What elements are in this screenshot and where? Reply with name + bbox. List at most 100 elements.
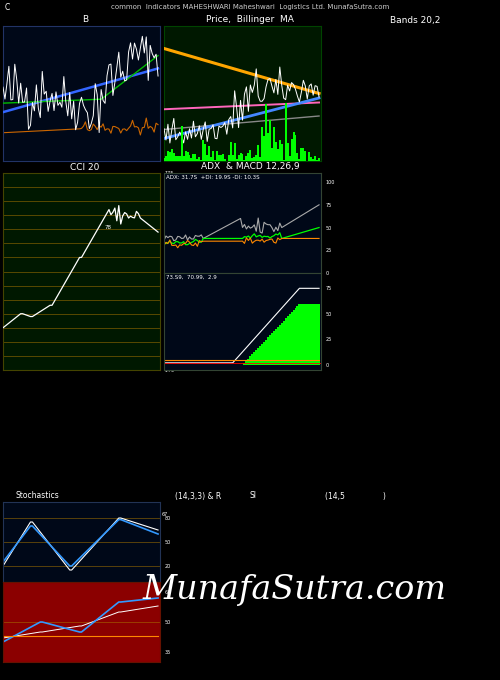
Bar	[250, 150, 252, 161]
Bar	[296, 306, 298, 365]
Bar	[271, 148, 273, 161]
Bar	[254, 156, 256, 161]
Bar	[265, 339, 267, 365]
Bar	[256, 155, 257, 161]
Bar	[281, 322, 282, 365]
Bar	[257, 145, 259, 161]
Bar	[165, 156, 167, 161]
Bar	[281, 144, 282, 161]
Bar	[246, 156, 248, 161]
Bar	[314, 304, 316, 365]
Bar	[163, 158, 165, 161]
Bar	[277, 327, 279, 365]
Bar	[228, 155, 230, 161]
Bar	[256, 350, 257, 365]
Bar	[178, 156, 180, 161]
Bar	[312, 304, 314, 365]
Bar	[202, 140, 204, 161]
Bar	[252, 354, 254, 365]
Bar	[232, 155, 234, 161]
Bar	[316, 304, 318, 365]
Bar	[190, 158, 192, 161]
Bar	[279, 325, 281, 365]
Text: 67: 67	[162, 511, 168, 517]
Bar	[220, 155, 222, 161]
Bar	[186, 152, 188, 161]
Bar	[208, 146, 210, 161]
Bar	[275, 142, 277, 161]
Text: (14,3,3) & R: (14,3,3) & R	[175, 492, 221, 500]
Bar	[312, 159, 314, 161]
Bar	[300, 304, 302, 365]
Bar	[298, 158, 300, 161]
Bar	[318, 304, 320, 365]
Bar	[244, 160, 246, 161]
Bar	[261, 344, 263, 365]
Bar	[222, 154, 224, 161]
Bar	[244, 363, 246, 365]
Bar	[252, 158, 254, 161]
Bar	[310, 157, 312, 161]
Bar	[212, 151, 214, 161]
Text: B: B	[82, 16, 88, 24]
Bar	[273, 331, 275, 365]
Bar	[250, 356, 252, 365]
Bar	[308, 152, 310, 161]
Bar	[298, 304, 300, 365]
Bar	[263, 341, 265, 365]
Bar	[294, 308, 296, 365]
Bar	[286, 143, 288, 161]
Bar	[196, 159, 198, 161]
Text: CCI 20: CCI 20	[70, 163, 100, 171]
Bar	[290, 312, 292, 365]
Bar	[263, 136, 265, 161]
Bar	[188, 155, 190, 161]
Bar	[246, 360, 248, 365]
Bar	[302, 304, 304, 365]
Bar	[257, 348, 259, 365]
Bar	[290, 139, 292, 161]
Text: common  Indicators MAHESHWARI Maheshwari  Logistics Ltd. MunafaSutra.com: common Indicators MAHESHWARI Maheshwari …	[111, 4, 389, 10]
Bar	[194, 154, 196, 161]
Bar	[265, 104, 267, 161]
Bar	[167, 151, 169, 161]
Text: ADX: 31.7S  +DI: 19.9S -DI: 10.3S: ADX: 31.7S +DI: 19.9S -DI: 10.3S	[166, 175, 259, 180]
Bar	[180, 126, 182, 161]
Bar	[296, 153, 298, 161]
Bar	[173, 152, 175, 161]
Bar	[218, 154, 220, 161]
Bar	[169, 152, 171, 161]
Text: MunafaSutra.com: MunafaSutra.com	[142, 574, 446, 606]
Bar	[308, 304, 310, 365]
Bar	[314, 156, 316, 161]
Bar	[269, 120, 271, 161]
Bar	[267, 337, 269, 365]
Bar	[240, 153, 242, 161]
Bar	[216, 152, 218, 161]
Bar	[175, 156, 177, 161]
Bar	[304, 150, 306, 161]
Bar	[277, 149, 279, 161]
Text: Price,  Billinger  MA: Price, Billinger MA	[206, 16, 294, 24]
Text: (14,5                ): (14,5 )	[325, 492, 386, 500]
Text: 78: 78	[105, 225, 112, 230]
Bar	[302, 148, 304, 161]
Bar	[200, 160, 202, 161]
Bar	[282, 320, 284, 365]
Bar	[259, 157, 261, 161]
Bar	[248, 358, 250, 365]
Bar	[261, 127, 263, 161]
Text: SI: SI	[250, 492, 257, 500]
Bar	[171, 149, 173, 161]
Bar	[273, 126, 275, 161]
Bar	[300, 148, 302, 161]
Bar	[292, 132, 294, 161]
Bar	[271, 333, 273, 365]
Bar	[236, 159, 238, 161]
Bar	[286, 316, 288, 365]
Bar	[177, 156, 178, 161]
Bar	[184, 151, 186, 161]
Bar	[248, 153, 250, 161]
Bar	[269, 335, 271, 365]
Bar	[294, 135, 296, 161]
